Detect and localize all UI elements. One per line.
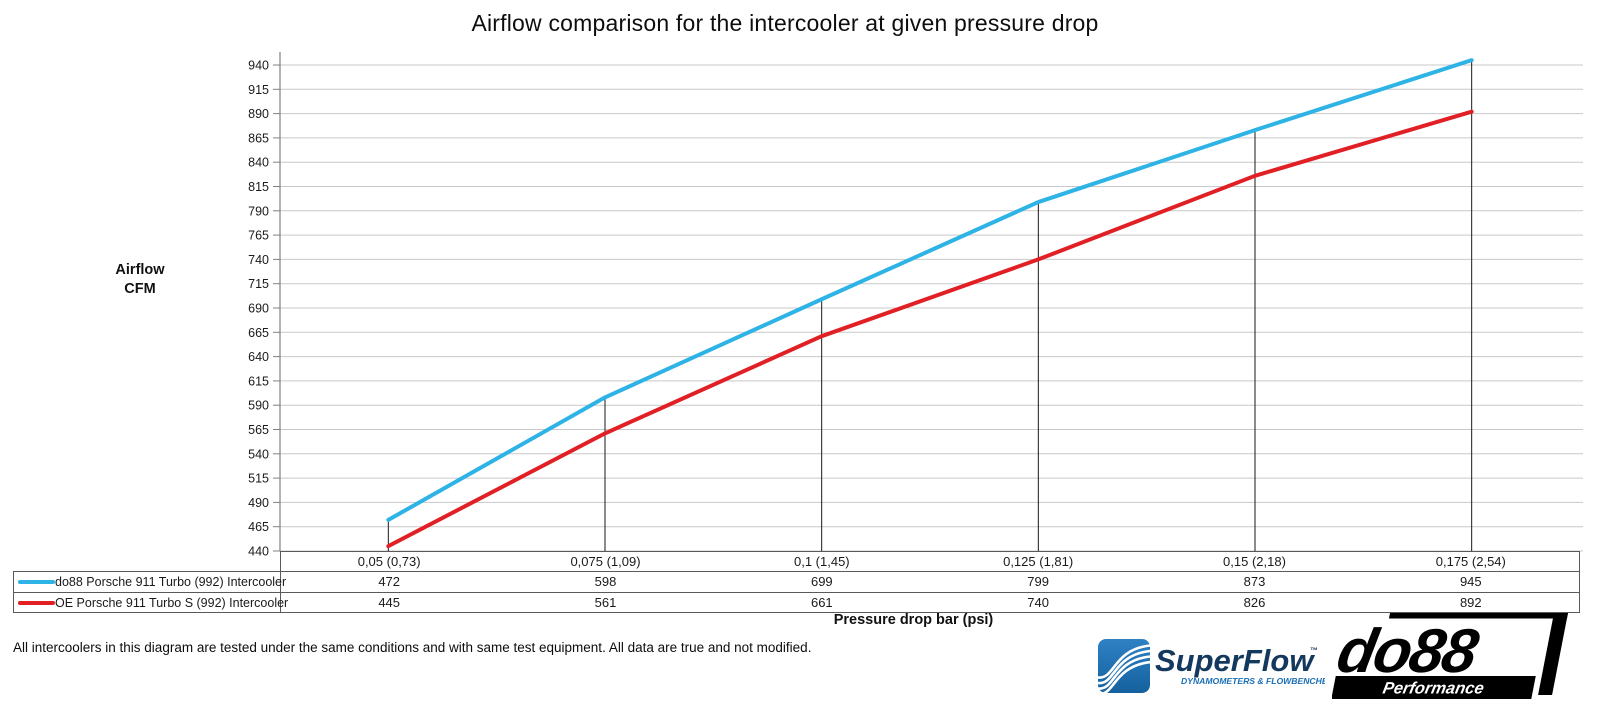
y-tick-label: 465 xyxy=(248,520,269,534)
value-cell: 945 xyxy=(1459,574,1482,589)
value-cell: 472 xyxy=(378,574,401,589)
y-axis-title-line1: Airflow xyxy=(115,262,165,278)
do88-wordmark: do88 xyxy=(1332,617,1484,686)
y-tick-label: 665 xyxy=(248,326,269,340)
y-tick-label: 565 xyxy=(248,423,269,437)
legend-cell: OE Porsche 911 Turbo S (992) Intercooler xyxy=(14,593,288,612)
y-axis-title-line2: CFM xyxy=(124,281,156,297)
y-tick-label: 940 xyxy=(248,59,269,73)
category-label: 0,175 (2,54) xyxy=(1435,554,1506,569)
y-tick-label: 765 xyxy=(248,229,269,243)
table-row: OE Porsche 911 Turbo S (992) Intercooler… xyxy=(14,592,1579,612)
superflow-wave-icon xyxy=(1097,639,1152,696)
chart-title: Airflow comparison for the intercooler a… xyxy=(471,10,1099,36)
x-axis-title: Pressure drop bar (psi) xyxy=(833,612,994,628)
legend-cell: do88 Porsche 911 Turbo (992) Intercooler xyxy=(14,572,286,592)
value-cell: 598 xyxy=(594,574,617,589)
y-tick-label: 640 xyxy=(248,350,269,364)
value-cell: 873 xyxy=(1243,574,1266,589)
footer-note: All intercoolers in this diagram are tes… xyxy=(13,640,812,655)
value-cell: 892 xyxy=(1459,595,1482,610)
y-tick-label: 690 xyxy=(248,302,269,316)
y-tick-label: 865 xyxy=(248,131,269,145)
category-label: 0,075 (1,09) xyxy=(570,554,641,569)
superflow-logo-graphic: SuperFlow ™ DYNAMOMETERS & FLOWBENCHES xyxy=(1097,639,1334,696)
value-cell: 561 xyxy=(594,595,617,610)
category-label: 0,15 (2,18) xyxy=(1223,554,1286,569)
do88-performance-label: Performance xyxy=(1381,679,1485,698)
y-tick-label: 540 xyxy=(248,447,269,461)
y-tick-label: 515 xyxy=(248,472,269,486)
category-label: 0,125 (1,81) xyxy=(1003,554,1074,569)
y-tick-label: 615 xyxy=(248,374,269,388)
category-label: 0,05 (0,73) xyxy=(357,554,421,569)
superflow-tm: ™ xyxy=(1310,646,1318,655)
value-cell: 799 xyxy=(1027,574,1049,589)
legend-line-marker xyxy=(18,600,55,605)
y-tick-label: 790 xyxy=(248,204,269,218)
do88-frame-right xyxy=(1538,613,1568,695)
y-tick-label: 440 xyxy=(248,545,269,559)
y-tick-label: 840 xyxy=(248,156,269,170)
series-line-1 xyxy=(386,109,1474,549)
y-tick-label: 740 xyxy=(248,253,269,267)
series-line-0 xyxy=(386,58,1474,522)
category-label: 0,1 (1,45) xyxy=(793,554,850,569)
y-tick-label: 890 xyxy=(248,107,269,121)
y-tick-label: 915 xyxy=(248,83,269,97)
value-cell: 445 xyxy=(378,595,401,610)
y-tick-label: 590 xyxy=(248,399,269,413)
table-row: do88 Porsche 911 Turbo (992) Intercooler… xyxy=(14,572,1579,592)
do88-logo: do88 Performance xyxy=(1331,611,1582,708)
superflow-tagline: DYNAMOMETERS & FLOWBENCHES xyxy=(1181,676,1325,686)
category-row: 0,05 (0,73) 0,075 (1,09) 0,1 (1,45) 0,125 (… xyxy=(280,551,1580,571)
value-cell: 699 xyxy=(810,574,833,589)
do88-logo-graphic: do88 Performance xyxy=(1331,613,1568,699)
value-cell: 661 xyxy=(810,595,833,610)
do88-performance-bar xyxy=(1331,676,1536,699)
y-tick-label: 715 xyxy=(248,277,269,291)
legend-label: OE Porsche 911 Turbo S (992) Intercooler xyxy=(55,595,289,610)
legend-label: do88 Porsche 911 Turbo (992) Intercooler xyxy=(55,575,287,589)
legend-line-marker xyxy=(18,580,55,584)
y-tick-label: 490 xyxy=(248,496,269,510)
do88-frame-top xyxy=(1388,613,1568,619)
value-cell: 826 xyxy=(1243,595,1266,610)
y-tick-label: 815 xyxy=(248,180,269,194)
y-axis-title: Airflow CFM xyxy=(98,261,182,299)
data-table: do88 Porsche 911 Turbo (992) Intercooler… xyxy=(13,571,1580,613)
superflow-logo: SuperFlow ™ DYNAMOMETERS & FLOWBENCHES xyxy=(1085,631,1334,708)
superflow-wordmark: SuperFlow xyxy=(1155,643,1315,678)
value-cell: 740 xyxy=(1027,595,1049,610)
